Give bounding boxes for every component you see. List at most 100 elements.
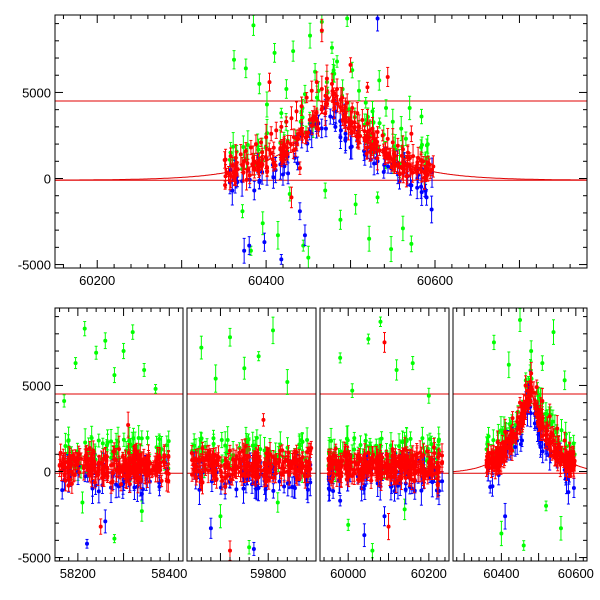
data-point — [408, 174, 413, 196]
data-point — [359, 468, 364, 482]
bottom-panel-4-plot-area — [453, 308, 587, 551]
data-point — [419, 108, 424, 125]
data-point — [111, 458, 116, 472]
data-point — [234, 459, 239, 474]
data-point — [378, 316, 383, 327]
data-point — [367, 119, 372, 142]
data-point — [499, 520, 504, 547]
data-point — [153, 384, 158, 394]
data-point — [68, 457, 73, 468]
data-point — [253, 456, 258, 480]
bottom-panel-2-plot-area — [187, 316, 316, 561]
data-point — [259, 137, 264, 147]
y-tick-label: 0 — [44, 172, 51, 187]
bottom-panel-1: 58200 58400 -5000 0 5000 — [18, 307, 187, 581]
data-point — [319, 104, 324, 115]
data-point — [303, 130, 308, 145]
data-point — [213, 364, 218, 393]
data-point — [284, 116, 289, 128]
data-point — [140, 451, 145, 474]
data-point — [385, 127, 390, 150]
data-point — [357, 80, 361, 102]
data-point — [521, 540, 526, 551]
data-point — [228, 327, 232, 347]
series-2 — [484, 362, 577, 481]
x-tick-label: 60000 — [330, 566, 366, 581]
series-2 — [222, 18, 436, 209]
data-point — [288, 459, 293, 470]
data-point — [370, 128, 375, 139]
data-point — [543, 402, 548, 425]
data-point — [279, 107, 284, 119]
data-point — [121, 432, 126, 447]
data-point — [275, 221, 280, 250]
data-point — [205, 445, 210, 466]
data-point — [540, 355, 545, 371]
data-point — [419, 160, 424, 182]
data-point — [363, 97, 368, 109]
data-point — [105, 466, 110, 480]
data-point — [250, 452, 255, 477]
data-point — [223, 479, 228, 495]
data-point — [440, 443, 445, 468]
data-point — [326, 448, 331, 473]
x-tick-label: 60400 — [483, 566, 519, 581]
data-point — [380, 129, 385, 142]
series-0 — [190, 316, 311, 555]
data-point — [251, 15, 256, 36]
y-tick-label: 5000 — [22, 378, 51, 393]
data-point — [391, 468, 396, 486]
data-point — [151, 460, 156, 475]
data-point — [247, 539, 252, 555]
data-point — [164, 466, 169, 479]
data-point — [497, 453, 502, 466]
data-point — [155, 460, 160, 483]
series-0 — [227, 15, 430, 268]
data-point — [255, 448, 260, 469]
data-point — [568, 452, 573, 476]
data-point — [510, 440, 515, 461]
data-point — [252, 180, 257, 201]
data-point — [409, 125, 414, 143]
data-point — [409, 235, 414, 253]
data-point — [502, 440, 507, 456]
data-point — [289, 186, 294, 209]
data-point — [335, 95, 340, 113]
data-point — [219, 431, 224, 449]
data-point — [313, 63, 318, 81]
data-point — [202, 458, 207, 473]
data-point — [139, 500, 144, 522]
data-point — [256, 152, 261, 173]
data-point — [436, 433, 441, 446]
data-point — [430, 469, 435, 481]
data-point — [488, 480, 493, 494]
data-point — [385, 66, 390, 87]
data-point — [279, 254, 284, 265]
data-point — [77, 467, 82, 478]
data-point — [338, 495, 343, 507]
data-point — [371, 453, 376, 470]
x-tick-label: 60200 — [79, 273, 115, 288]
series-0 — [326, 316, 442, 559]
data-point — [526, 397, 531, 414]
data-point — [343, 105, 348, 121]
bottom-panel-2-frame — [186, 307, 317, 562]
data-point — [289, 106, 294, 131]
data-point — [116, 455, 121, 475]
data-point — [253, 134, 258, 154]
data-point — [368, 140, 373, 153]
data-point — [436, 463, 441, 481]
data-point — [348, 57, 353, 73]
data-point — [232, 50, 237, 70]
data-point — [285, 369, 290, 395]
data-point — [306, 245, 311, 268]
data-point — [395, 137, 400, 154]
data-point — [145, 430, 150, 446]
data-point — [320, 100, 325, 114]
bottom-panel-3-plot-area — [320, 316, 449, 559]
data-point — [345, 452, 350, 473]
data-point — [540, 439, 545, 464]
data-point — [369, 472, 374, 489]
data-point — [282, 159, 287, 174]
bottom-panel-2: 59800 — [186, 307, 317, 581]
